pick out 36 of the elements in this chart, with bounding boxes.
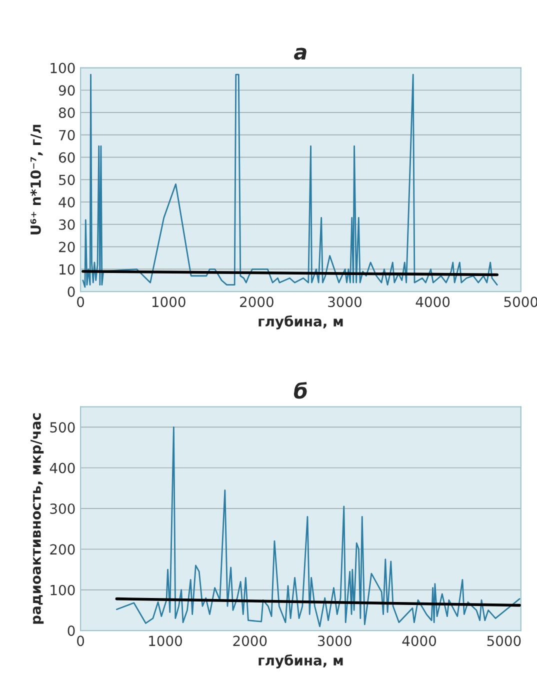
x-tick-label: 2000 — [240, 296, 274, 308]
x-tick-label: 4000 — [402, 636, 436, 646]
y-tick-label: 80 — [58, 108, 75, 118]
y-tick-label: 10 — [60, 264, 75, 275]
x-tick-label: 4000 — [416, 296, 450, 308]
x-tick-label: 5000 — [487, 636, 521, 646]
chart-title: а — [294, 48, 306, 60]
y-tick-label: 50 — [59, 174, 75, 186]
y-tick-label: 100 — [50, 584, 75, 596]
x-tick-label: 1000 — [149, 636, 182, 646]
x-axis-title: глубина, м — [258, 654, 343, 668]
y-tick-label: 40 — [58, 197, 75, 208]
y-tick-label: 400 — [50, 462, 75, 474]
y-tick-label: 0 — [68, 626, 75, 636]
line-series — [116, 426, 520, 628]
x-tick-label: 3000 — [328, 296, 362, 308]
line-series — [82, 74, 498, 288]
y-tick-label: 300 — [50, 503, 75, 514]
y-axis-title: U⁶⁺ n*10⁻⁷, г/л — [30, 124, 43, 234]
y-tick-label: 200 — [50, 544, 75, 555]
x-axis-title: глубина, м — [258, 315, 343, 330]
y-tick-label: 500 — [50, 422, 75, 433]
y-tick-label: 20 — [59, 242, 75, 252]
chart-title: б — [294, 382, 307, 399]
x-tick-label: 0 — [77, 636, 84, 646]
x-tick-label: 1000 — [152, 296, 186, 308]
y-tick-label: 90 — [58, 85, 75, 96]
y-tick-label: 0 — [68, 286, 75, 298]
y-tick-label: 100 — [50, 62, 75, 74]
y-tick-label: 60 — [58, 152, 75, 163]
y-tick-label: 70 — [59, 130, 75, 140]
x-tick-label: 0 — [77, 296, 84, 308]
x-tick-label: 3000 — [318, 636, 352, 646]
y-tick-label: 30 — [59, 219, 75, 230]
x-tick-label: 2000 — [233, 636, 267, 646]
y-axis-title: радиоактивность, мкр/час — [30, 413, 44, 624]
